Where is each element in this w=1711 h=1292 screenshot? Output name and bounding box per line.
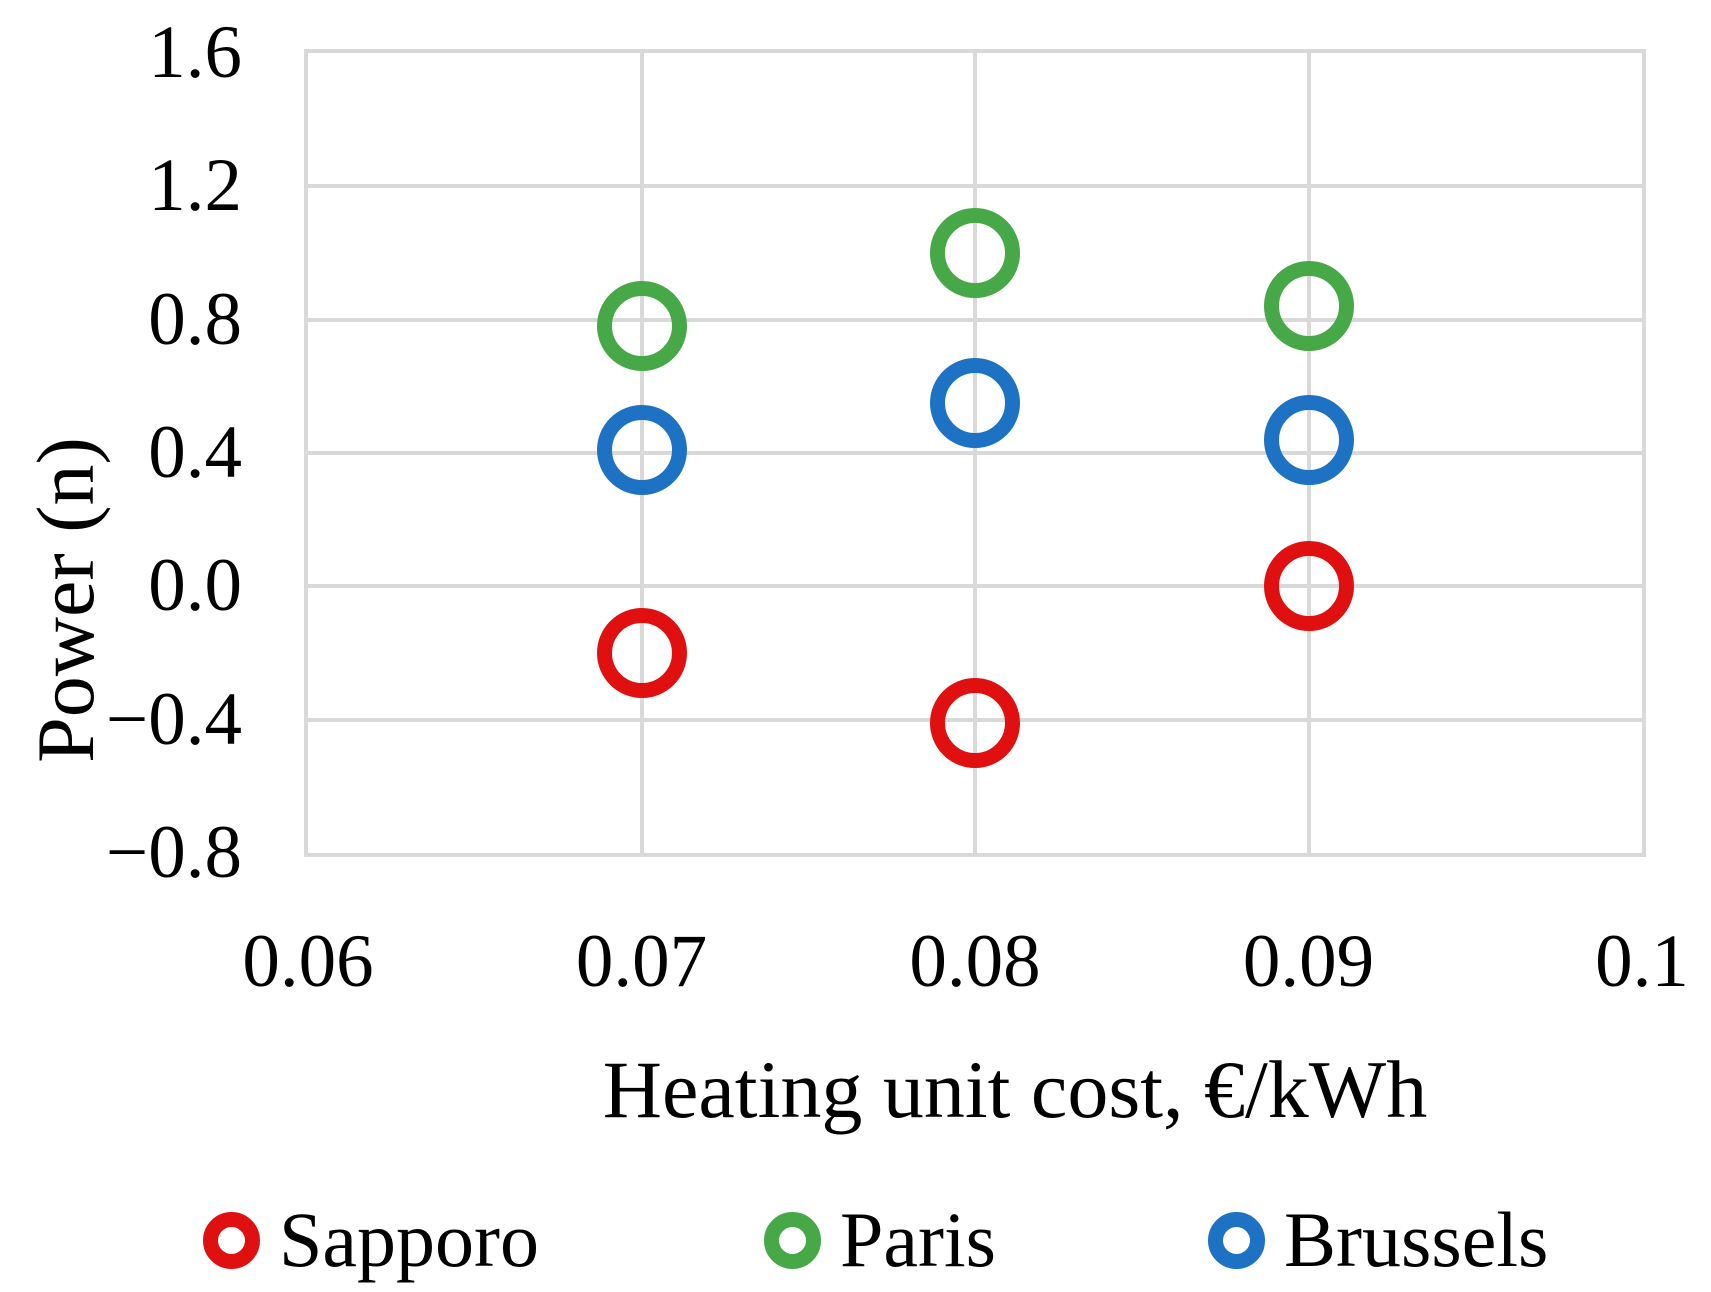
data-point-paris [596, 281, 687, 372]
legend-marker-brussels [1208, 1211, 1265, 1269]
y-axis-tick-label: 1.6 [148, 11, 242, 94]
gridline [973, 53, 977, 853]
x-axis-tick-label: 0.07 [575, 920, 708, 1003]
legend-label: Brussels [1284, 1196, 1549, 1283]
y-axis-tick-label: −0.4 [105, 677, 242, 761]
y-axis-tick-label: 0.0 [148, 544, 242, 628]
y-axis-tick-label: 0.4 [148, 411, 242, 494]
legend-label: Sapporo [279, 1196, 539, 1283]
chart-legend: Sapporo Paris Brussels [0, 1190, 1711, 1290]
y-axis-tick-label: 1.2 [148, 144, 242, 228]
legend-marker-sapporo [203, 1211, 260, 1269]
legend-item-brussels: Brussels [1208, 1190, 1548, 1290]
data-point-sapporo [1263, 541, 1354, 632]
legend-item-sapporo: Sapporo [203, 1190, 539, 1290]
legend-item-paris: Paris [764, 1190, 996, 1290]
x-axis-title: Heating unit cost, €/kWh [602, 1044, 1428, 1135]
data-point-paris [930, 208, 1020, 298]
y-axis-tick-label: 0.8 [148, 277, 242, 361]
x-axis-tick-label: 0.1 [1595, 920, 1689, 1003]
data-point-brussels [930, 358, 1020, 448]
data-point-brussels [1263, 394, 1354, 485]
x-axis-tick-label: 0.06 [242, 920, 374, 1003]
x-axis-tick-label: 0.08 [909, 920, 1041, 1003]
data-point-paris [1263, 261, 1354, 352]
x-axis-tick-label: 0.09 [1242, 920, 1375, 1003]
legend-label: Paris [840, 1196, 996, 1283]
data-point-sapporo [930, 678, 1020, 768]
data-point-sapporo [596, 608, 687, 698]
y-axis-tick-label: −0.8 [105, 811, 242, 894]
legend-marker-paris [764, 1211, 821, 1269]
data-point-brussels [596, 404, 687, 495]
